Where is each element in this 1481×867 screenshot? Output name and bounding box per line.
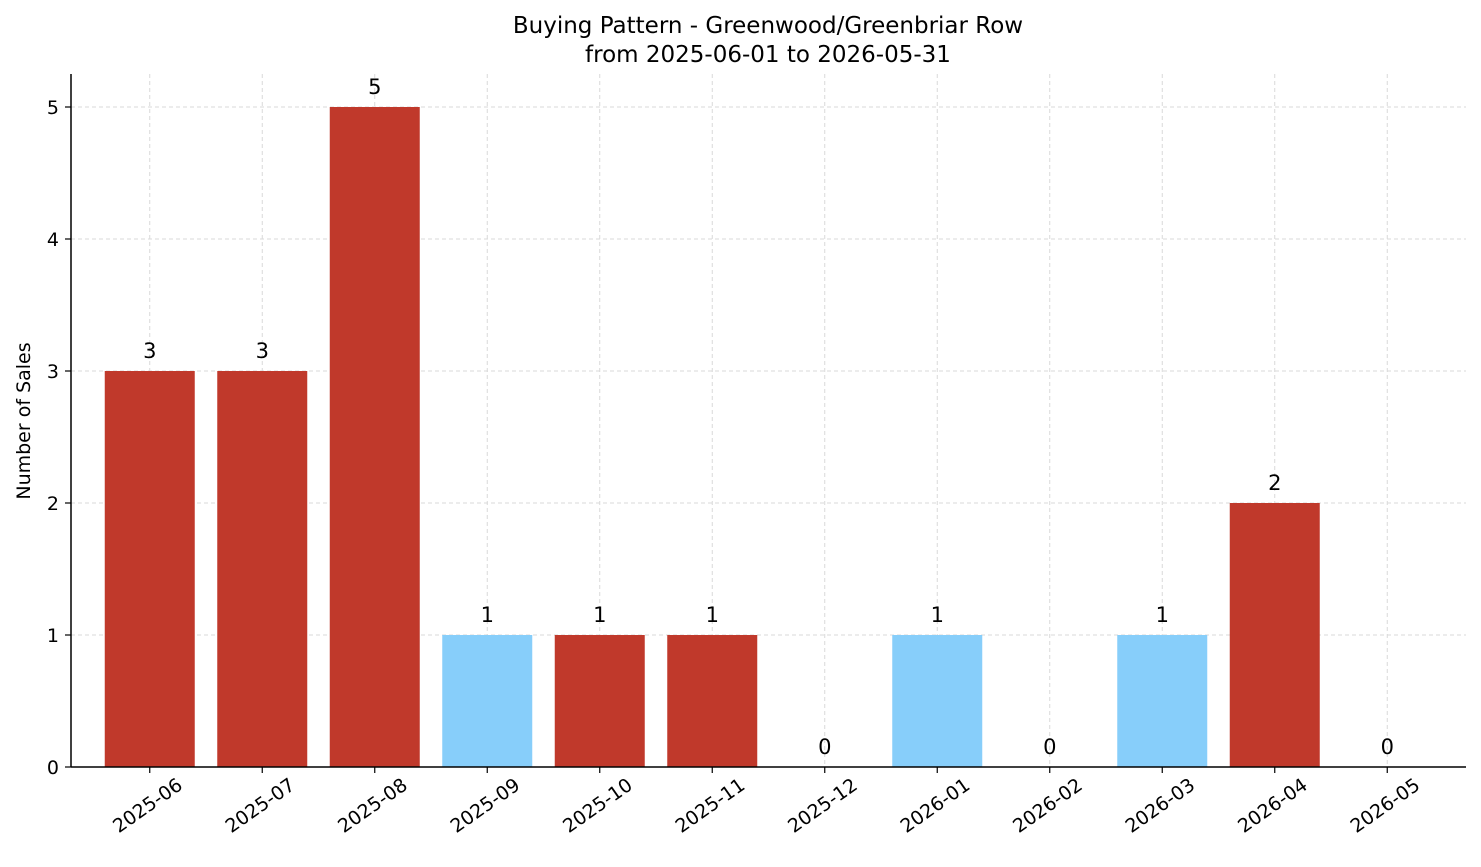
y-axis-label: Number of Sales bbox=[13, 342, 35, 499]
data-label: 0 bbox=[1381, 735, 1394, 759]
bar bbox=[104, 371, 195, 767]
x-tick-label: 2025-07 bbox=[221, 774, 299, 838]
data-label: 3 bbox=[256, 339, 269, 363]
x-tick-label: 2025-11 bbox=[671, 774, 749, 838]
bar bbox=[667, 635, 758, 767]
x-tick-label: 2026-02 bbox=[1009, 774, 1087, 838]
data-label: 3 bbox=[143, 339, 156, 363]
x-tick-label: 2026-01 bbox=[896, 774, 974, 838]
bar-layer bbox=[104, 107, 1320, 767]
bar bbox=[442, 635, 533, 767]
x-tick-label: 2026-03 bbox=[1121, 774, 1199, 838]
bar bbox=[1117, 635, 1208, 767]
y-tick-label: 0 bbox=[47, 757, 59, 779]
x-tick-label: 2026-05 bbox=[1346, 774, 1424, 838]
bar bbox=[1229, 503, 1320, 767]
y-tick-label: 1 bbox=[47, 625, 59, 647]
data-label: 1 bbox=[1156, 603, 1169, 627]
data-label: 1 bbox=[481, 603, 494, 627]
y-tick-label: 2 bbox=[47, 493, 59, 515]
data-label: 5 bbox=[368, 75, 381, 99]
bar bbox=[329, 107, 420, 767]
y-tick-label: 5 bbox=[47, 97, 59, 119]
chart-title: Buying Pattern - Greenwood/Greenbriar Ro… bbox=[513, 13, 1023, 39]
x-tick-label: 2025-08 bbox=[334, 774, 412, 838]
data-label: 0 bbox=[1043, 735, 1056, 759]
bar bbox=[217, 371, 308, 767]
x-tick-label: 2026-04 bbox=[1234, 774, 1312, 838]
data-label: 2 bbox=[1268, 471, 1281, 495]
y-tick-label: 4 bbox=[47, 229, 59, 251]
bar bbox=[892, 635, 983, 767]
x-tick-label: 2025-12 bbox=[784, 774, 862, 838]
x-tick-label: 2025-10 bbox=[559, 774, 637, 838]
y-tick-label: 3 bbox=[47, 361, 59, 383]
x-tick-label: 2025-06 bbox=[109, 774, 187, 838]
data-label: 1 bbox=[593, 603, 606, 627]
x-tick-label: 2025-09 bbox=[446, 774, 524, 838]
data-label: 1 bbox=[706, 603, 719, 627]
label-layer: 3 3 5 1 1 1 0 1 0 1 2 0 bbox=[143, 75, 1394, 759]
data-label: 0 bbox=[818, 735, 831, 759]
chart-subtitle: from 2025-06-01 to 2026-05-31 bbox=[585, 42, 951, 68]
bar bbox=[554, 635, 645, 767]
data-label: 1 bbox=[931, 603, 944, 627]
